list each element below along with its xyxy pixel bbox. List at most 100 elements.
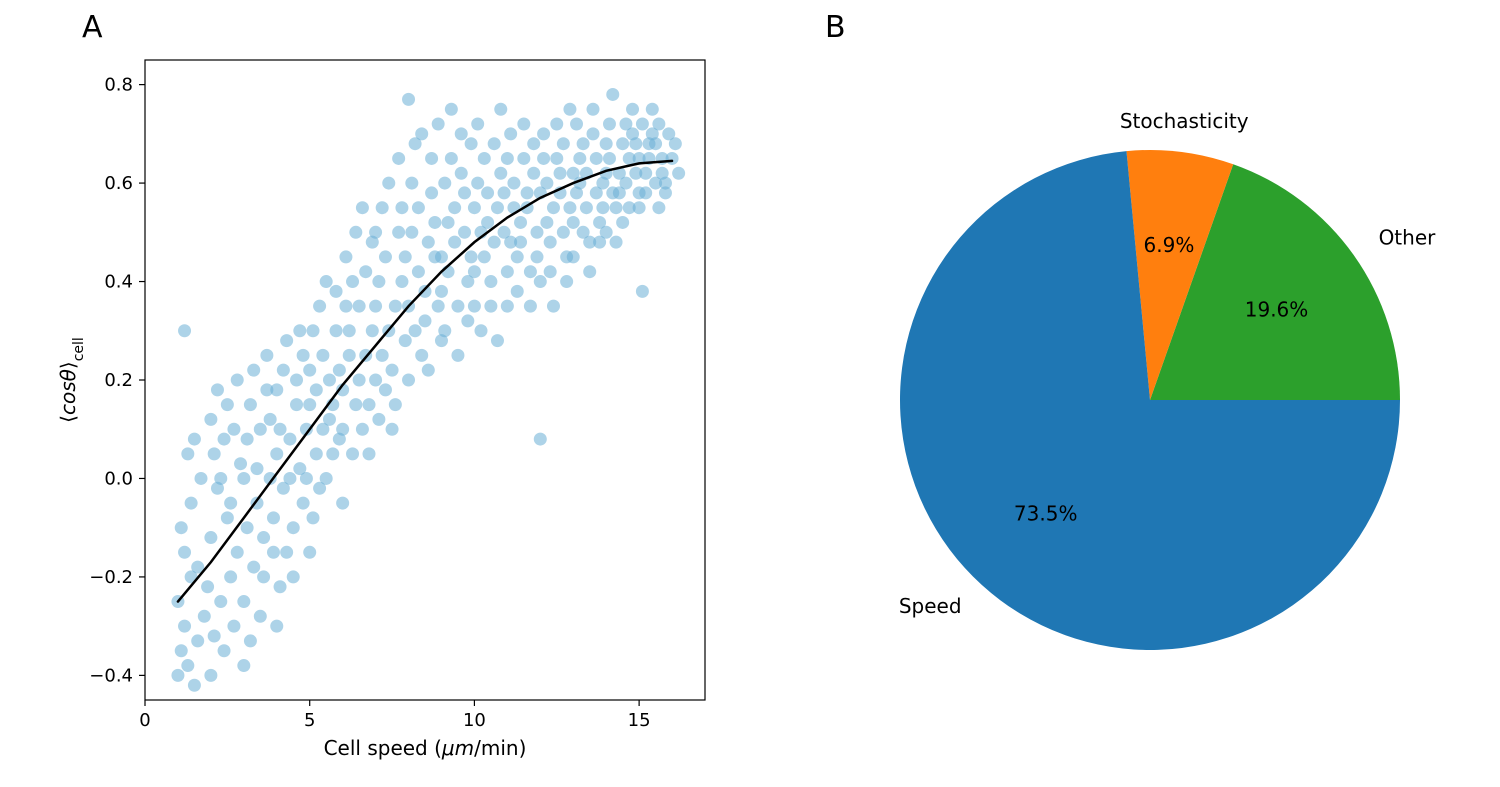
scatter-point	[386, 364, 399, 377]
scatter-point	[185, 497, 198, 510]
scatter-point	[563, 201, 576, 214]
scatter-point	[577, 137, 590, 150]
scatter-point	[208, 630, 221, 643]
scatter-point	[346, 275, 359, 288]
x-tick-label: 10	[463, 710, 486, 731]
scatter-point	[531, 226, 544, 239]
scatter-point	[339, 250, 352, 263]
scatter-point	[320, 472, 333, 485]
scatter-point	[363, 447, 376, 460]
scatter-point	[241, 521, 254, 534]
scatter-point	[610, 201, 623, 214]
scatter-point	[517, 118, 530, 131]
scatter-point	[501, 152, 514, 165]
scatter-point	[270, 620, 283, 633]
scatter-point	[171, 669, 184, 682]
scatter-point	[481, 186, 494, 199]
scatter-point	[293, 324, 306, 337]
scatter-point	[283, 472, 296, 485]
scatter-point	[287, 521, 300, 534]
scatter-point	[221, 511, 234, 524]
scatter-point	[412, 265, 425, 278]
scatter-point	[254, 610, 267, 623]
scatter-point	[587, 127, 600, 140]
scatter-point	[204, 669, 217, 682]
scatter-point	[326, 447, 339, 460]
scatter-point	[214, 595, 227, 608]
scatter-point	[435, 250, 448, 263]
scatter-point	[201, 580, 214, 593]
scatter-point	[392, 152, 405, 165]
scatter-point	[596, 201, 609, 214]
scatter-point	[465, 137, 478, 150]
scatter-point	[218, 433, 231, 446]
scatter-point	[204, 413, 217, 426]
scatter-point	[395, 275, 408, 288]
scatter-point	[415, 349, 428, 362]
scatter-point	[323, 413, 336, 426]
scatter-point	[320, 275, 333, 288]
scatter-point	[501, 265, 514, 278]
scatter-point	[372, 413, 385, 426]
scatter-point	[547, 300, 560, 313]
scatter-point	[372, 275, 385, 288]
y-tick-label: 0.0	[104, 468, 133, 489]
scatter-point	[458, 226, 471, 239]
scatter-point	[307, 511, 320, 524]
scatter-point	[537, 127, 550, 140]
scatter-point	[494, 103, 507, 116]
scatter-point	[484, 300, 497, 313]
scatter-point	[606, 88, 619, 101]
scatter-point	[616, 137, 629, 150]
scatter-point	[254, 423, 267, 436]
scatter-point	[175, 644, 188, 657]
scatter-point	[310, 447, 323, 460]
scatter-point	[438, 177, 451, 190]
scatter-point	[626, 103, 639, 116]
scatter-point	[237, 472, 250, 485]
scatter-point	[422, 364, 435, 377]
scatter-point	[409, 324, 422, 337]
scatter-point	[468, 300, 481, 313]
scatter-point	[211, 383, 224, 396]
scatter-point	[303, 398, 316, 411]
scatter-point	[478, 152, 491, 165]
y-tick-label: 0.6	[104, 173, 133, 194]
scatter-point	[649, 137, 662, 150]
scatter-point	[468, 265, 481, 278]
scatter-point	[188, 433, 201, 446]
scatter-point	[274, 423, 287, 436]
scatter-point	[435, 285, 448, 298]
pie-chart: 19.6%Other6.9%Stochasticity73.5%Speed	[899, 109, 1436, 650]
scatter-point	[241, 433, 254, 446]
x-tick-label: 0	[139, 710, 150, 731]
scatter-point	[471, 118, 484, 131]
axes-box	[145, 60, 705, 700]
scatter-point	[181, 659, 194, 672]
scatter-point	[402, 93, 415, 106]
scatter-plot: 051015−0.4−0.20.00.20.40.60.8Cell speed …	[56, 60, 705, 760]
scatter-point	[198, 610, 211, 623]
scatter-point	[270, 447, 283, 460]
scatter-point	[415, 127, 428, 140]
scatter-point	[330, 285, 343, 298]
pie-pct-stochasticity: 6.9%	[1144, 233, 1195, 257]
scatter-point	[270, 383, 283, 396]
scatter-point	[603, 118, 616, 131]
scatter-point	[451, 349, 464, 362]
scatter-point	[425, 152, 438, 165]
scatter-point	[389, 398, 402, 411]
scatter-point	[652, 118, 665, 131]
scatter-point	[247, 364, 260, 377]
scatter-point	[349, 398, 362, 411]
scatter-point	[389, 300, 402, 313]
pie-pct-other: 19.6%	[1245, 297, 1309, 321]
y-tick-label: 0.4	[104, 272, 133, 293]
scatter-point	[557, 226, 570, 239]
scatter-point	[501, 300, 514, 313]
scatter-point	[178, 620, 191, 633]
scatter-point	[455, 127, 468, 140]
scatter-point	[432, 300, 445, 313]
scatter-point	[290, 374, 303, 387]
scatter-point	[313, 300, 326, 313]
